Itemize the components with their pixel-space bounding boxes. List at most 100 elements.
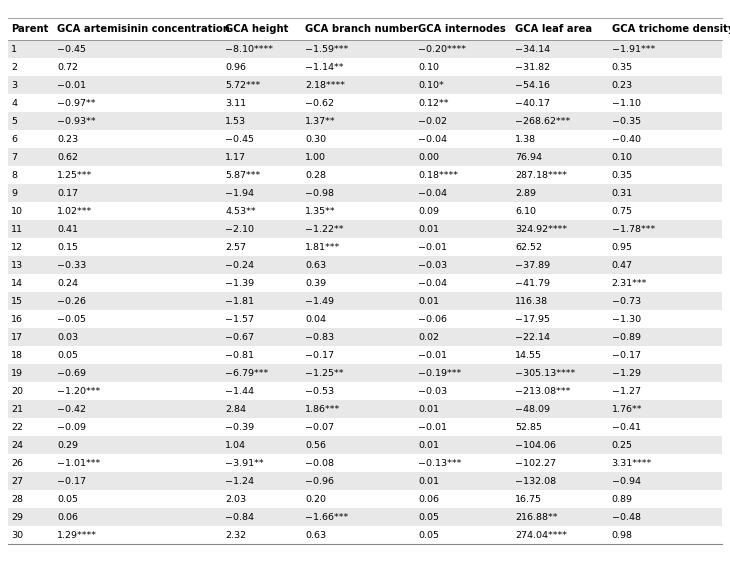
- Text: −1.14**: −1.14**: [305, 63, 344, 71]
- Text: −0.17: −0.17: [305, 351, 334, 359]
- Text: 2.18****: 2.18****: [305, 81, 345, 90]
- Text: GCA trichome density: GCA trichome density: [612, 24, 730, 34]
- Text: 1.38: 1.38: [515, 135, 536, 144]
- Text: 0.47: 0.47: [612, 260, 633, 270]
- Text: 16: 16: [11, 315, 23, 324]
- Bar: [8, 292, 722, 310]
- Text: 4: 4: [11, 98, 17, 108]
- Bar: [8, 130, 722, 148]
- Text: −0.94: −0.94: [612, 477, 641, 485]
- Text: −0.03: −0.03: [418, 386, 447, 396]
- Text: −0.19***: −0.19***: [418, 369, 461, 378]
- Text: −0.07: −0.07: [305, 423, 334, 431]
- Text: 0.62: 0.62: [57, 152, 78, 162]
- Text: 6: 6: [11, 135, 17, 144]
- Bar: [8, 184, 722, 202]
- Text: −0.13***: −0.13***: [418, 458, 462, 467]
- Bar: [8, 364, 722, 382]
- Text: −0.89: −0.89: [612, 332, 641, 342]
- Bar: [8, 472, 722, 490]
- Text: 0.63: 0.63: [305, 260, 326, 270]
- Text: 3: 3: [11, 81, 17, 90]
- Text: 0.31: 0.31: [612, 189, 633, 197]
- Text: 1.29****: 1.29****: [57, 531, 97, 539]
- Text: −0.26: −0.26: [57, 297, 86, 305]
- Bar: [8, 508, 722, 526]
- Text: −1.44: −1.44: [225, 386, 254, 396]
- Text: 29: 29: [11, 512, 23, 522]
- Text: −0.02: −0.02: [418, 117, 447, 125]
- Text: −54.16: −54.16: [515, 81, 550, 90]
- Bar: [8, 148, 722, 166]
- Text: 6.10: 6.10: [515, 206, 536, 216]
- Text: 27: 27: [11, 477, 23, 485]
- Text: −2.10: −2.10: [225, 224, 254, 233]
- Text: 76.94: 76.94: [515, 152, 542, 162]
- Text: 0.05: 0.05: [418, 531, 439, 539]
- Text: 11: 11: [11, 224, 23, 233]
- Text: 0.01: 0.01: [418, 477, 439, 485]
- Text: −1.30: −1.30: [612, 315, 641, 324]
- Text: −0.53: −0.53: [305, 386, 334, 396]
- Text: −0.69: −0.69: [57, 369, 86, 378]
- Bar: [8, 18, 722, 40]
- Text: 0.25: 0.25: [612, 440, 633, 450]
- Bar: [8, 94, 722, 112]
- Text: −1.39: −1.39: [225, 278, 254, 288]
- Text: −31.82: −31.82: [515, 63, 550, 71]
- Text: 26: 26: [11, 458, 23, 467]
- Text: 0.06: 0.06: [418, 494, 439, 504]
- Text: 0.89: 0.89: [612, 494, 633, 504]
- Text: −48.09: −48.09: [515, 404, 550, 413]
- Text: −1.01***: −1.01***: [57, 458, 101, 467]
- Bar: [8, 58, 722, 76]
- Text: −0.04: −0.04: [418, 135, 447, 144]
- Text: −0.03: −0.03: [418, 260, 447, 270]
- Text: 30: 30: [11, 531, 23, 539]
- Text: 0.09: 0.09: [418, 206, 439, 216]
- Text: 17: 17: [11, 332, 23, 342]
- Bar: [8, 220, 722, 238]
- Text: 3.11: 3.11: [225, 98, 246, 108]
- Text: 116.38: 116.38: [515, 297, 548, 305]
- Text: 1.25***: 1.25***: [57, 171, 93, 179]
- Text: −0.35: −0.35: [612, 117, 641, 125]
- Bar: [8, 490, 722, 508]
- Text: −132.08: −132.08: [515, 477, 556, 485]
- Text: −1.66***: −1.66***: [305, 512, 348, 522]
- Text: −104.06: −104.06: [515, 440, 556, 450]
- Bar: [8, 310, 722, 328]
- Text: 12: 12: [11, 243, 23, 251]
- Text: 22: 22: [11, 423, 23, 431]
- Text: GCA artemisinin concentration: GCA artemisinin concentration: [57, 24, 230, 34]
- Text: 20: 20: [11, 386, 23, 396]
- Text: −0.84: −0.84: [225, 512, 254, 522]
- Text: −1.78***: −1.78***: [612, 224, 655, 233]
- Text: −40.17: −40.17: [515, 98, 550, 108]
- Text: 0.35: 0.35: [612, 171, 633, 179]
- Text: −0.05: −0.05: [57, 315, 86, 324]
- Text: 2.57: 2.57: [225, 243, 246, 251]
- Text: 0.12**: 0.12**: [418, 98, 449, 108]
- Text: 21: 21: [11, 404, 23, 413]
- Text: −0.04: −0.04: [418, 189, 447, 197]
- Text: −0.81: −0.81: [225, 351, 254, 359]
- Text: −0.67: −0.67: [225, 332, 254, 342]
- Text: 14: 14: [11, 278, 23, 288]
- Text: 0.56: 0.56: [305, 440, 326, 450]
- Text: 0.06: 0.06: [57, 512, 78, 522]
- Text: 274.04****: 274.04****: [515, 531, 567, 539]
- Text: 1.17: 1.17: [225, 152, 246, 162]
- Text: 2.89: 2.89: [515, 189, 536, 197]
- Text: −213.08***: −213.08***: [515, 386, 570, 396]
- Text: −41.79: −41.79: [515, 278, 550, 288]
- Text: 0.23: 0.23: [612, 81, 633, 90]
- Text: 9: 9: [11, 189, 17, 197]
- Text: −1.27: −1.27: [612, 386, 641, 396]
- Text: −0.62: −0.62: [305, 98, 334, 108]
- Text: 1.00: 1.00: [305, 152, 326, 162]
- Text: −0.40: −0.40: [612, 135, 641, 144]
- Text: GCA height: GCA height: [225, 24, 288, 34]
- Text: 0.03: 0.03: [57, 332, 78, 342]
- Text: 2: 2: [11, 63, 17, 71]
